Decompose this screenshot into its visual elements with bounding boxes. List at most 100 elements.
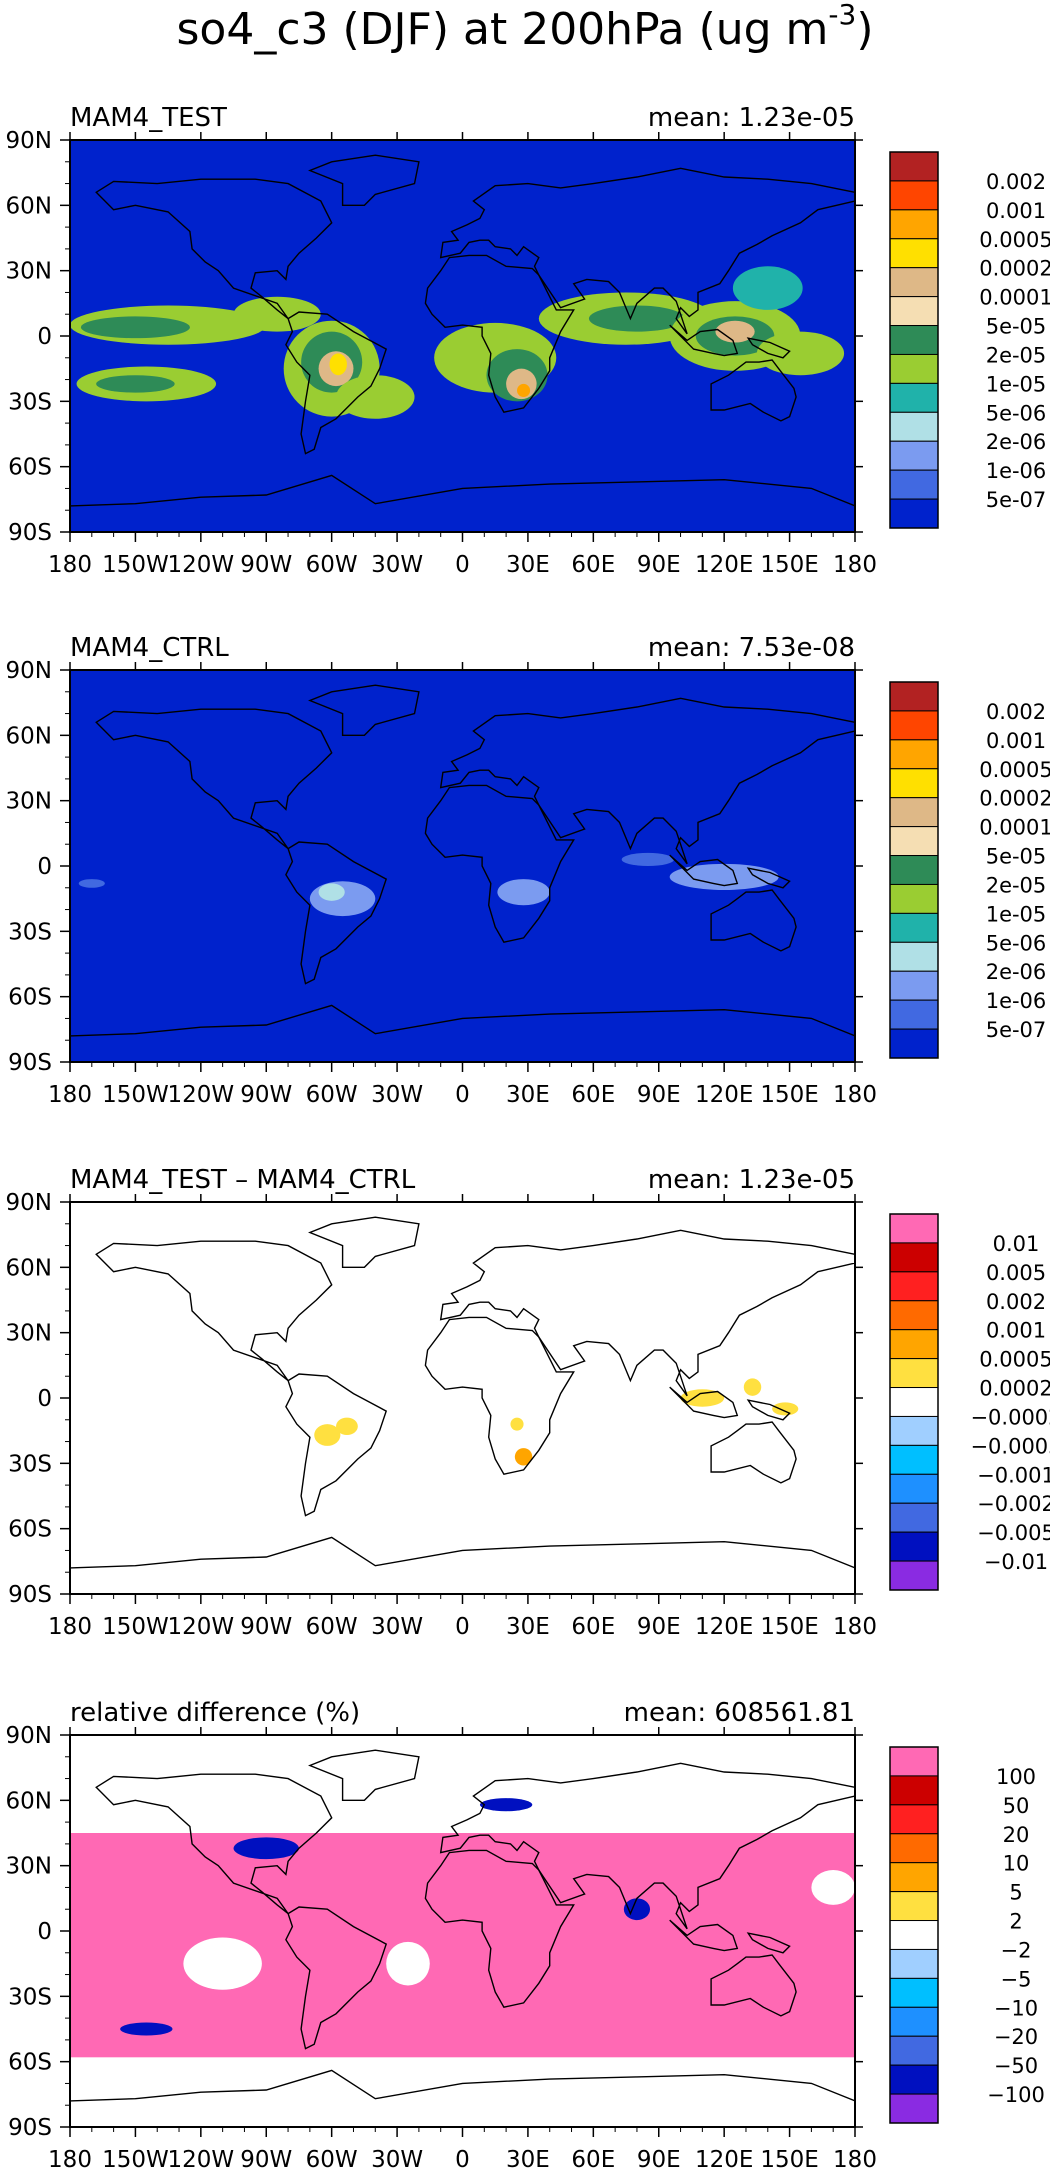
coastline-australia bbox=[710, 1954, 797, 2017]
coastline-north-america bbox=[95, 1240, 333, 1382]
colorbar-label: −0.01 bbox=[984, 1550, 1048, 1574]
y-tick-label: 90N bbox=[6, 658, 52, 684]
colorbar-swatch bbox=[889, 469, 939, 500]
colorbar-label: −0.005 bbox=[977, 1521, 1050, 1545]
colorbar-swatch bbox=[889, 1242, 939, 1273]
coastline-africa-eurasia bbox=[424, 1849, 575, 2008]
colorbar-label: −20 bbox=[994, 2025, 1038, 2049]
x-tick-label: 30E bbox=[506, 2147, 550, 2173]
y-tick-label: 30N bbox=[6, 1321, 52, 1347]
x-tick-label: 120W bbox=[168, 1082, 235, 1108]
x-tick-label: 60W bbox=[306, 2147, 358, 2173]
colorbar-swatch bbox=[889, 797, 939, 828]
x-tick-label: 180 bbox=[833, 1614, 877, 1640]
coastline-indonesia bbox=[669, 854, 739, 887]
colorbar-swatch bbox=[889, 1444, 939, 1475]
x-tick-label: 150W bbox=[102, 2147, 169, 2173]
x-tick-label: 90W bbox=[240, 1082, 292, 1108]
x-tick-label: 120W bbox=[168, 2147, 235, 2173]
field-blob-3 bbox=[96, 375, 175, 393]
colorbar-swatch bbox=[889, 912, 939, 943]
colorbar-label: 5e-07 bbox=[986, 1018, 1047, 1042]
field-blob-1 bbox=[318, 883, 345, 901]
colorbar-swatch bbox=[889, 1415, 939, 1446]
x-tick-label: 150E bbox=[760, 552, 818, 578]
y-tick-label: 30S bbox=[8, 389, 52, 415]
coastline-greenland bbox=[308, 154, 420, 207]
map-background bbox=[70, 1202, 855, 1594]
colorbar-swatch bbox=[889, 1300, 939, 1331]
panel-4: relative difference (%) mean: 608561.81 18… bbox=[6, 1698, 1045, 2173]
colorbar-swatch bbox=[889, 1977, 939, 2008]
coastline-greenland bbox=[308, 684, 420, 736]
field-blob-6 bbox=[772, 1402, 799, 1416]
x-tick-label: 90E bbox=[637, 552, 681, 578]
colorbar-frame bbox=[889, 681, 939, 1059]
field-blob-3 bbox=[233, 1837, 299, 1860]
y-tick-label: 90N bbox=[6, 1723, 52, 1749]
colorbar-label: 2e-06 bbox=[986, 430, 1047, 454]
coastline-greenland bbox=[308, 1216, 420, 1269]
colorbar-label: 0.0001 bbox=[979, 816, 1050, 840]
map-area bbox=[70, 1735, 855, 2127]
coastline-new-guinea bbox=[746, 337, 791, 359]
x-tick-label: 60W bbox=[306, 552, 358, 578]
y-tick-label: 90N bbox=[6, 128, 52, 154]
y-tick-label: 30S bbox=[8, 1984, 52, 2010]
colorbar-label: −5 bbox=[1001, 1967, 1032, 1991]
colorbar-label: −0.002 bbox=[977, 1492, 1050, 1516]
x-tick-label: 120E bbox=[695, 552, 753, 578]
colorbar-swatch bbox=[889, 1920, 939, 1950]
colorbar-swatch bbox=[889, 325, 939, 355]
y-tick-label: 60N bbox=[6, 1788, 52, 1814]
x-tick-label: 30E bbox=[506, 1082, 550, 1108]
panel-3: MAM4_TEST – MAM4_CTRL mean: 1.23e-05 180 15… bbox=[6, 1165, 1050, 1640]
y-tick-label: 30S bbox=[8, 919, 52, 945]
colorbar-label: 0.001 bbox=[986, 729, 1046, 753]
colorbar-frame bbox=[889, 1213, 939, 1591]
colorbar-label: 2e-05 bbox=[986, 873, 1047, 897]
colorbar-swatch bbox=[889, 2064, 939, 2095]
x-tick-label: 30W bbox=[371, 2147, 423, 2173]
colorbar-swatch bbox=[889, 2006, 939, 2037]
colorbar-label: −2 bbox=[1001, 1938, 1032, 1962]
y-tick-label: 30N bbox=[6, 789, 52, 815]
colorbar-label: 0.0005 bbox=[979, 758, 1050, 782]
y-tick-label: 0 bbox=[37, 1919, 52, 1945]
colorbar-swatch bbox=[889, 296, 939, 327]
coastline-indonesia bbox=[669, 1386, 739, 1419]
coastline-new-guinea bbox=[746, 1932, 791, 1954]
y-tick-label: 30S bbox=[8, 1451, 52, 1477]
x-tick-label: 90W bbox=[240, 1614, 292, 1640]
y-tick-label: 60S bbox=[8, 985, 52, 1011]
colorbar-label: 5 bbox=[1009, 1881, 1022, 1905]
coastline-south-america bbox=[285, 1373, 388, 1517]
x-tick-label: 60E bbox=[571, 1614, 615, 1640]
coastline-africa-eurasia bbox=[424, 1316, 575, 1475]
field-blob-1 bbox=[386, 1941, 430, 1986]
x-tick-label: 90E bbox=[637, 2147, 681, 2173]
x-tick-label: 60E bbox=[571, 2147, 615, 2173]
field-blob-4 bbox=[479, 1798, 533, 1812]
x-tick-label: 0 bbox=[455, 2147, 470, 2173]
x-tick-label: 150E bbox=[760, 1614, 818, 1640]
x-tick-label: 180 bbox=[48, 1614, 92, 1640]
colorbar-swatch bbox=[889, 1387, 939, 1417]
colorbar-label: 0.002 bbox=[986, 700, 1046, 724]
x-tick-label: 90E bbox=[637, 1614, 681, 1640]
colorbar-label: −0.001 bbox=[977, 1463, 1050, 1487]
field-blob-1 bbox=[80, 316, 190, 339]
field-blob-4 bbox=[621, 852, 675, 866]
x-tick-label: 120E bbox=[695, 1082, 753, 1108]
coastline-eurasia bbox=[439, 167, 855, 335]
coastline-antarctica bbox=[70, 474, 855, 507]
field-band bbox=[70, 1833, 855, 2058]
coastline-north-america bbox=[95, 178, 333, 320]
x-tick-label: 150W bbox=[102, 1614, 169, 1640]
colorbar-label: 0.0002 bbox=[979, 257, 1050, 281]
x-tick-label: 60W bbox=[306, 1614, 358, 1640]
field-blob-19 bbox=[756, 331, 845, 376]
field-blob-4 bbox=[680, 1389, 725, 1407]
